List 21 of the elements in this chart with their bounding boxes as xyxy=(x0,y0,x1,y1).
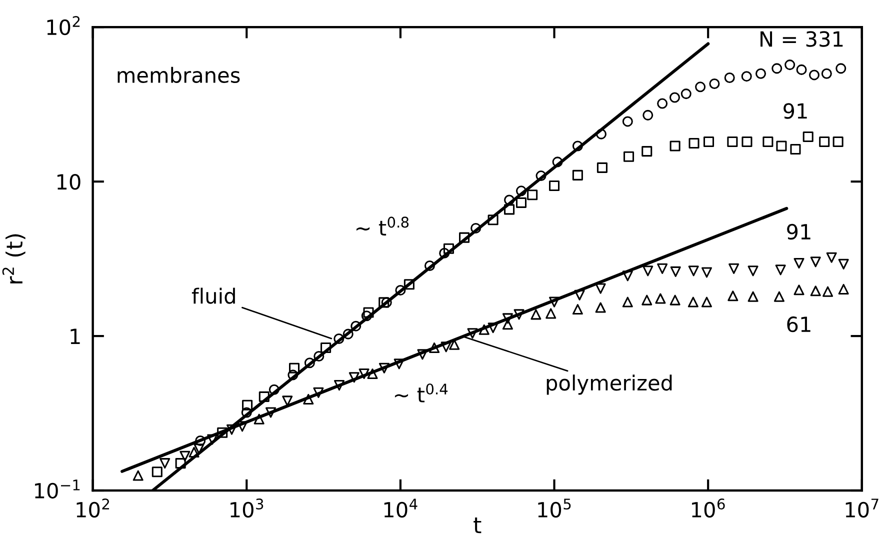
x-tick-label: 10$^{4}$ xyxy=(384,498,418,518)
series-label: 91 xyxy=(787,224,810,240)
y-axis-title: r$^{2}$ (t) xyxy=(2,234,26,284)
y-tick-label: 10$^{2}$ xyxy=(47,16,80,36)
x-tick-label: 10$^{7}$ xyxy=(846,498,878,518)
x-tick-label: 10$^{5}$ xyxy=(538,498,571,518)
y-tick-label: 1 xyxy=(70,328,80,344)
annotation: ~ t$^{0.4}$ xyxy=(394,384,448,402)
x-tick-label: 10$^{3}$ xyxy=(230,498,264,518)
annotation: membranes xyxy=(118,66,240,84)
x-axis-title: t xyxy=(474,518,482,534)
legend-label: N = 331 xyxy=(760,31,843,47)
annotation: polymerized xyxy=(546,374,672,395)
annotation: fluid xyxy=(192,288,235,304)
y-tick-label: 10 xyxy=(57,174,80,190)
legend-label: 61 xyxy=(787,316,810,332)
y-tick-label: 10$^{−1}$ xyxy=(35,480,80,499)
x-tick-label: 10$^{2}$ xyxy=(76,498,110,518)
x-tick-label: 10$^{6}$ xyxy=(692,498,725,518)
annotation: ~ t$^{0.8}$ xyxy=(356,216,409,236)
series-label: 91 xyxy=(784,103,807,119)
